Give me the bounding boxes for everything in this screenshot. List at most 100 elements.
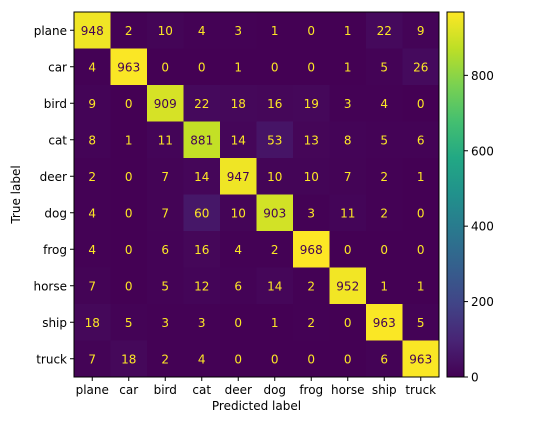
cell-value-label: 14 [194,170,209,184]
heatmap-cell [147,158,184,195]
cell-value-label: 0 [307,24,315,38]
cell-value-label: 6 [234,279,242,293]
heatmap-cell [366,267,403,305]
heatmap-cell [329,304,367,341]
heatmap-cell [74,194,111,232]
colorbar-ticks: 0 200 400 600 800 [464,69,494,385]
cell-value-label: 2 [380,206,388,220]
cell-value-label: 4 [88,60,96,74]
x-tick-label: dog [263,383,286,397]
cell-value-label: 26 [413,60,428,74]
cell-value-label: 952 [336,279,359,293]
heatmap-cell [293,48,330,86]
cell-value-label: 2 [125,24,133,38]
cell-value-label: 5 [380,133,388,147]
cell-value-label: 2 [88,170,96,184]
colorbar-tick-label: 600 [471,144,494,158]
cell-value-label: 2 [307,279,315,293]
heatmap-cell [402,85,440,122]
heatmap-cell [110,194,148,232]
y-tick-label: frog [43,243,67,257]
cell-value-label: 6 [380,352,388,366]
heatmap-cell [74,231,111,268]
cell-value-label: 7 [88,279,96,293]
heatmap-cell [293,12,330,49]
heatmap-cell [183,85,221,122]
cell-value-label: 13 [304,133,319,147]
heatmap-cell [220,340,257,378]
cell-value-label: 12 [194,279,209,293]
heatmap-cell [329,12,367,49]
cell-value-label: 10 [158,24,173,38]
heatmap-cell [74,158,111,195]
heatmap-cell [147,231,184,268]
x-tick-label: bird [154,383,177,397]
cell-value-label: 0 [125,170,133,184]
y-tick-label: truck [36,352,67,366]
cell-value-label: 0 [198,60,206,74]
cell-value-label: 2 [380,170,388,184]
cell-value-label: 22 [194,97,209,111]
heatmap-cell [366,194,403,232]
heatmap-cell [329,340,367,378]
heatmap-cell [147,194,184,232]
x-tick-label: cat [192,383,211,397]
cell-value-label: 0 [125,243,133,257]
heatmap-cell [366,85,403,122]
heatmap-cell [74,85,111,122]
heatmap-cell [220,121,257,159]
heatmap-cell [183,267,221,305]
heatmap-cell [110,85,148,122]
cell-value-label: 0 [271,352,279,366]
heatmap-cell [329,231,367,268]
cell-value-label: 0 [344,352,352,366]
heatmap-cell [256,121,294,159]
heatmap-cell [74,267,111,305]
cell-value-label: 11 [340,206,355,220]
heatmap-cell [256,267,294,305]
heatmap-cell [293,304,330,341]
cell-value-label: 5 [417,316,425,330]
cell-value-label: 0 [417,243,425,257]
plot-frame [73,11,440,378]
heatmap-cell [366,304,403,341]
heatmap-cell [220,231,257,268]
heatmap-cell [293,121,330,159]
cell-value-label: 14 [231,133,246,147]
heatmap-cell [366,121,403,159]
cell-value-label: 1 [380,279,388,293]
heatmap-cell [183,231,221,268]
heatmap-cell [329,158,367,195]
heatmap-cell [110,158,148,195]
heatmap-cell [183,158,221,195]
heatmap-cell [256,158,294,195]
heatmap-cell [147,340,184,378]
cell-value-label: 2 [161,352,169,366]
heatmap-cell [402,267,440,305]
heatmap-cell [74,340,111,378]
heatmap-cell [183,304,221,341]
heatmap-cell [293,194,330,232]
cell-value-label: 9 [417,24,425,38]
cell-value-label: 0 [344,243,352,257]
cell-value-label: 1 [417,279,425,293]
heatmap-cell [220,304,257,341]
cell-value-label: 963 [409,352,432,366]
cell-value-label: 8 [344,133,352,147]
cell-value-label: 0 [234,316,242,330]
cell-value-label: 1 [344,60,352,74]
heatmap-cell [147,304,184,341]
cell-value-label: 968 [300,243,323,257]
heatmap-cell [110,12,148,49]
y-tick-label: bird [44,97,67,111]
cell-value-label: 60 [194,206,209,220]
cell-value-label: 4 [198,352,206,366]
cell-value-label: 53 [267,133,282,147]
cell-value-label: 4 [88,243,96,257]
cell-value-label: 903 [263,206,286,220]
cell-value-label: 3 [198,316,206,330]
cell-value-label: 3 [161,316,169,330]
x-tick-label: car [119,383,138,397]
x-tick-label: ship [372,383,397,397]
